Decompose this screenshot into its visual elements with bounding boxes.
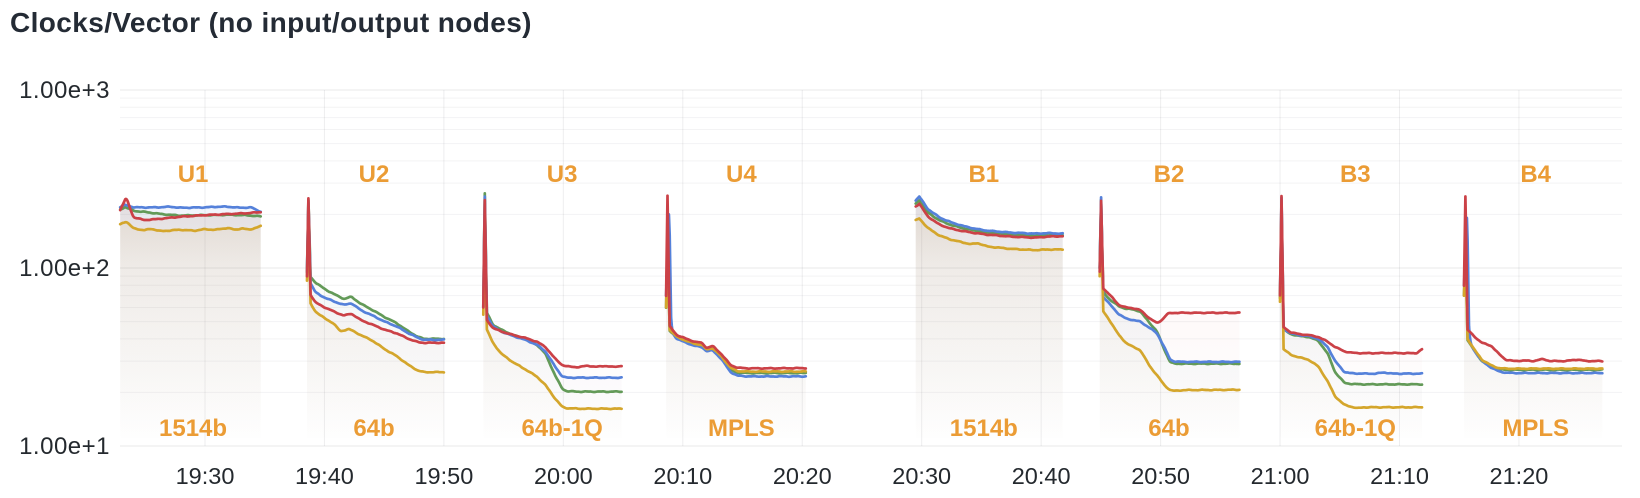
series-line-yellow[interactable] xyxy=(481,235,623,411)
series-line-yellow[interactable] xyxy=(664,235,808,374)
x-tick-label: 21:20 xyxy=(1490,463,1549,489)
group-top-label: U3 xyxy=(547,161,578,188)
series-line-blue[interactable] xyxy=(1462,216,1604,375)
group-top-label: U1 xyxy=(178,161,209,188)
y-tick-label: 1.00e+2 xyxy=(19,255,110,282)
series-line-yellow[interactable] xyxy=(1098,216,1241,393)
series-line-red[interactable] xyxy=(1278,194,1424,355)
group-top-label: B2 xyxy=(1154,161,1185,188)
series-line-red[interactable] xyxy=(305,197,446,345)
group-bottom-label: 1514b xyxy=(950,415,1018,442)
series-line-green[interactable] xyxy=(914,199,1065,238)
series-line-yellow[interactable] xyxy=(305,212,446,374)
series-line-blue[interactable] xyxy=(914,195,1065,236)
x-tick-label: 19:40 xyxy=(295,463,354,489)
group-bottom-label: 64b-1Q xyxy=(1315,415,1396,442)
series-fill-red xyxy=(915,203,1063,446)
group-bottom-label: 64b xyxy=(1148,415,1189,442)
series-line-red[interactable] xyxy=(1462,195,1604,363)
series-fill-red xyxy=(483,200,622,446)
series-line-yellow[interactable] xyxy=(1462,252,1604,371)
group-top-label: B4 xyxy=(1520,161,1551,188)
series-line-green[interactable] xyxy=(305,198,446,341)
x-tick-label: 19:50 xyxy=(414,463,473,489)
group-bottom-label: MPLS xyxy=(708,415,775,442)
series-line-red[interactable] xyxy=(118,197,263,222)
y-tick-label: 1.00e+3 xyxy=(19,77,110,104)
x-tick-label: 20:40 xyxy=(1012,463,1071,489)
x-tick-label: 20:30 xyxy=(892,463,951,489)
x-tick-label: 20:00 xyxy=(534,463,593,489)
series-line-yellow[interactable] xyxy=(914,217,1065,252)
x-tick-label: 20:50 xyxy=(1131,463,1190,489)
group-top-label: U2 xyxy=(359,161,390,188)
y-tick-label: 1.00e+1 xyxy=(19,433,110,460)
group-bottom-label: 64b xyxy=(353,415,394,442)
series-line-blue[interactable] xyxy=(118,203,263,214)
panel-title: Clocks/Vector (no input/output nodes) xyxy=(10,7,532,38)
group-top-label: B1 xyxy=(968,161,999,188)
series-line-blue[interactable] xyxy=(1098,195,1241,364)
series-line-red[interactable] xyxy=(1098,199,1241,324)
series-line-red[interactable] xyxy=(664,194,808,371)
group-bottom-label: 64b-1Q xyxy=(521,415,602,442)
series-fill-red xyxy=(1464,196,1603,446)
series-line-yellow[interactable] xyxy=(118,220,263,233)
series-line-red[interactable] xyxy=(481,198,623,369)
group-top-label: U4 xyxy=(726,161,757,188)
x-tick-label: 20:20 xyxy=(773,463,832,489)
series-line-green[interactable] xyxy=(1098,198,1241,366)
x-tick-label: 19:30 xyxy=(176,463,235,489)
group-bottom-label: 1514b xyxy=(159,415,227,442)
series-line-yellow[interactable] xyxy=(1278,211,1424,410)
x-tick-label: 21:10 xyxy=(1370,463,1429,489)
x-tick-label: 21:00 xyxy=(1251,463,1310,489)
series-line-red[interactable] xyxy=(914,202,1065,240)
series-line-blue[interactable] xyxy=(305,201,446,342)
group-bottom-label: MPLS xyxy=(1502,415,1569,442)
series-line-blue[interactable] xyxy=(664,213,808,379)
group-top-label: B3 xyxy=(1340,161,1371,188)
series-fill-red xyxy=(307,198,444,446)
series-fill-red xyxy=(666,195,806,446)
series-fill-red xyxy=(120,198,261,446)
series-fill-red xyxy=(1099,200,1240,446)
x-tick-label: 20:10 xyxy=(653,463,712,489)
